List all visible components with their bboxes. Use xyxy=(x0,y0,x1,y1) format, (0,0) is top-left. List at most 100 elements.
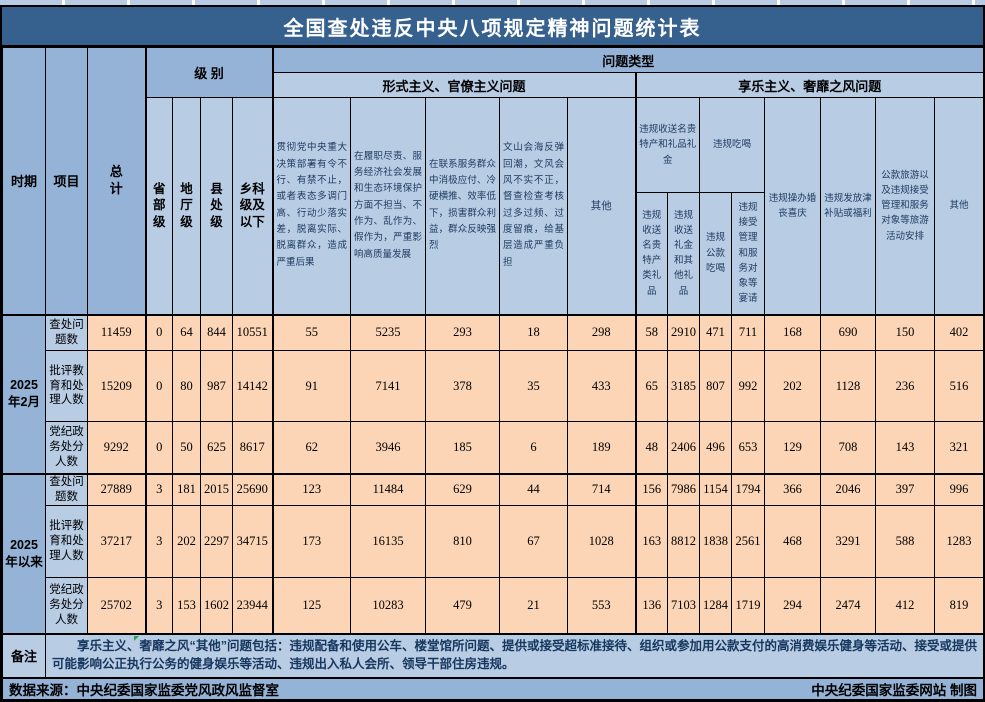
page-title: 全国查处违反中央八项规定精神问题统计表 xyxy=(2,7,983,47)
data-cell: 48 xyxy=(635,421,668,474)
data-cell: 653 xyxy=(731,421,765,474)
data-cell: 10283 xyxy=(350,577,426,634)
data-cell: 11484 xyxy=(350,472,426,506)
data-cell: 1794 xyxy=(731,472,765,506)
top-grid-strip xyxy=(0,0,985,5)
data-cell: 64 xyxy=(172,313,201,351)
data-cell: 236 xyxy=(875,350,935,422)
data-cell: 58 xyxy=(635,313,668,351)
row-label: 查处问题数 xyxy=(45,472,88,506)
data-cell: 0 xyxy=(145,313,173,351)
data-cell: 62 xyxy=(272,421,351,474)
data-cell: 185 xyxy=(425,421,500,474)
data-cell: 321 xyxy=(933,421,985,474)
data-cell: 44 xyxy=(499,472,568,506)
data-cell: 2015 xyxy=(200,472,233,506)
data-cell: 714 xyxy=(567,472,637,506)
data-cell: 3 xyxy=(145,472,173,506)
note-label: 备注 xyxy=(2,632,46,678)
col-group-level: 级 别 xyxy=(145,47,274,98)
data-cell: 153 xyxy=(172,577,201,634)
data-cell: 2406 xyxy=(667,421,700,474)
statistics-sheet: 全国查处违反中央八项规定精神问题统计表 时期 项目 总计 级 别 问题类型 形式… xyxy=(0,5,985,702)
data-cell: 11459 xyxy=(87,313,147,351)
col-header-allowances: 违规发放津补贴或福利 xyxy=(820,97,876,315)
data-cell: 3 xyxy=(145,505,173,578)
data-cell: 163 xyxy=(635,505,668,578)
row-group-since-2025: 2025年以来 xyxy=(2,472,46,634)
data-cell: 125 xyxy=(272,577,351,634)
data-cell: 1602 xyxy=(200,577,233,634)
data-cell: 992 xyxy=(731,350,765,422)
township-level-label: 乡科级及以下 xyxy=(239,182,265,229)
data-cell: 293 xyxy=(425,313,500,351)
data-cell: 1719 xyxy=(731,577,765,634)
data-cell: 150 xyxy=(875,313,935,351)
data-cell: 378 xyxy=(425,350,500,422)
col-group-dining: 违规吃喝 xyxy=(699,97,765,193)
row-label: 党纪政务处分人数 xyxy=(45,421,88,474)
credit-text: 中央纪委国家监委网站 制图 xyxy=(811,682,978,698)
col-header-period: 时期 xyxy=(2,47,46,315)
col-group-problem-type: 问题类型 xyxy=(271,47,985,73)
data-cell: 7103 xyxy=(667,577,700,634)
note-cell: 享乐主义、奢靡之风“其他”问题包括：违规配备和使用公车、楼堂馆所问题、提供或接受… xyxy=(44,632,985,678)
data-cell: 1284 xyxy=(699,577,732,634)
col-header-total: 总计 xyxy=(87,47,147,315)
data-cell: 294 xyxy=(764,577,821,634)
county-level-label: 县处级 xyxy=(210,182,223,229)
data-source-text: 数据来源：中央纪委国家监委党风政风监督室 xyxy=(9,682,279,698)
data-cell: 553 xyxy=(567,577,637,634)
row-label: 批评教育和处理人数 xyxy=(45,350,88,422)
data-cell: 0 xyxy=(145,421,173,474)
col-group-formalism: 形式主义、官僚主义问题 xyxy=(272,72,637,98)
data-cell: 16135 xyxy=(350,505,426,578)
data-cell: 2297 xyxy=(200,505,233,578)
data-cell: 202 xyxy=(764,350,821,422)
data-cell: 55 xyxy=(272,313,351,351)
col-header-gifts-money: 违规收送礼金和其他礼品 xyxy=(667,192,700,315)
data-cell: 202 xyxy=(172,505,201,578)
data-cell: 37217 xyxy=(87,505,147,578)
data-cell: 807 xyxy=(699,350,732,422)
data-cell: 479 xyxy=(425,577,500,634)
data-cell: 143 xyxy=(875,421,935,474)
data-cell: 844 xyxy=(200,313,233,351)
data-cell: 129 xyxy=(764,421,821,474)
data-cell: 433 xyxy=(567,350,637,422)
data-cell: 168 xyxy=(764,313,821,351)
col-header-formalism-other: 其他 xyxy=(567,97,637,315)
col-header-county-level: 县处级 xyxy=(200,97,233,315)
data-cell: 65 xyxy=(635,350,668,422)
data-cell: 2561 xyxy=(731,505,765,578)
data-cell: 3946 xyxy=(350,421,426,474)
data-cell: 1283 xyxy=(933,505,985,578)
data-cell: 14142 xyxy=(232,350,274,422)
col-header-formalism-1: 贯彻党中央重大决策部署有令不行、有禁不止，或者表态多调门高、行动少落实差，脱离实… xyxy=(272,97,351,315)
data-cell: 496 xyxy=(699,421,732,474)
data-cell: 690 xyxy=(820,313,876,351)
data-cell: 80 xyxy=(172,350,201,422)
row-label: 批评教育和处理人数 xyxy=(45,505,88,578)
col-header-hedonism-other: 其他 xyxy=(933,97,985,315)
data-cell: 412 xyxy=(875,577,935,634)
note-text: 享乐主义、奢靡之风“其他”问题包括：违规配备和使用公车、楼堂馆所问题、提供或接受… xyxy=(52,638,978,671)
data-cell: 2046 xyxy=(820,472,876,506)
statistics-table: 时期 项目 总计 级 别 问题类型 形式主义、官僚主义问题 享乐主义、奢靡之风问… xyxy=(1,47,985,700)
col-header-public-funded-travel: 公款旅游以及违规接受管理和服务对象等旅游活动安排 xyxy=(875,97,935,315)
data-cell: 5235 xyxy=(350,313,426,351)
col-header-township-level: 乡科级及以下 xyxy=(232,97,274,315)
data-cell: 468 xyxy=(764,505,821,578)
col-header-gifts-specialty: 违规收送名贵特产类礼品 xyxy=(635,192,668,315)
col-header-formalism-2: 在履职尽责、服务经济社会发展和生态环境保护方面不担当、不作为、乱作为、假作为，严… xyxy=(350,97,426,315)
data-cell: 3 xyxy=(145,577,173,634)
data-cell: 810 xyxy=(425,505,500,578)
data-cell: 8617 xyxy=(232,421,274,474)
col-group-gifts: 违规收送名贵特产和礼品礼金 xyxy=(635,97,700,193)
data-cell: 34715 xyxy=(232,505,274,578)
row-group-feb-2025: 2025年2月 xyxy=(2,313,46,474)
data-cell: 1838 xyxy=(699,505,732,578)
data-cell: 7986 xyxy=(667,472,700,506)
data-cell: 8812 xyxy=(667,505,700,578)
data-cell: 2474 xyxy=(820,577,876,634)
